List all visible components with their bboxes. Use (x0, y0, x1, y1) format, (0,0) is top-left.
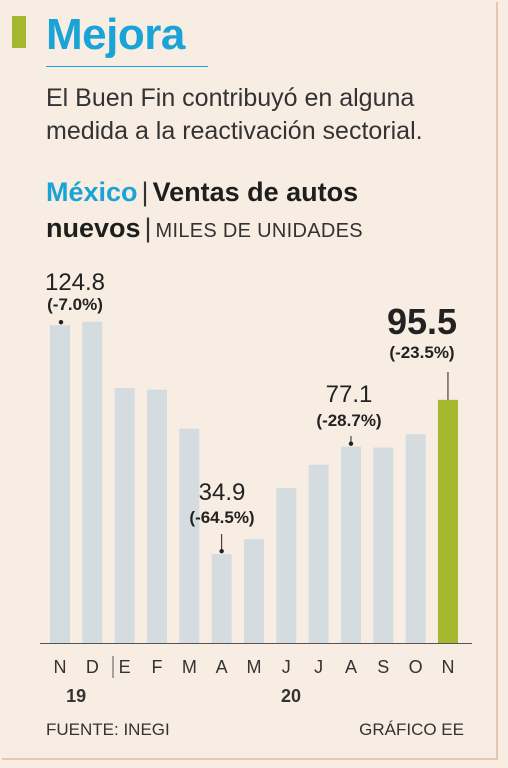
source-note: FUENTE: INEGI (46, 720, 170, 739)
bar (179, 428, 200, 643)
title-accent-bar (12, 16, 26, 48)
heading-separator: | (141, 177, 149, 207)
bar (437, 399, 458, 643)
x-tick-label: O (409, 657, 423, 677)
x-tick-label: J (314, 657, 323, 677)
graphic-frame (2, 2, 498, 760)
x-tick-label: N (54, 657, 67, 677)
x-tick-label: A (216, 657, 228, 677)
bar (114, 388, 135, 643)
chart-heading-part2: nuevos (46, 213, 141, 243)
data-label-value: 77.1 (326, 381, 373, 408)
data-label-change: (-28.7%) (316, 411, 381, 430)
data-label-value: 124.8 (45, 269, 105, 296)
bar (211, 554, 232, 643)
chart-heading-country: México (46, 177, 138, 207)
data-label-value: 95.5 (387, 301, 457, 342)
bar (405, 434, 426, 643)
graphic-credit: GRÁFICO EE (359, 720, 464, 739)
bar (146, 389, 167, 643)
chart-heading-part1: Ventas de autos (152, 177, 359, 207)
bar (243, 539, 264, 643)
bar (308, 464, 329, 643)
x-tick-label: D (86, 657, 99, 677)
x-tick-label: J (282, 657, 291, 677)
data-label-change: (-64.5%) (189, 508, 254, 527)
x-tick-label: E (119, 657, 131, 677)
title-underline (46, 66, 208, 67)
x-tick-label: M (246, 657, 261, 677)
x-tick-label: S (377, 657, 389, 677)
bar (340, 446, 361, 643)
year-label: 19 (66, 686, 86, 706)
heading-separator-2: | (144, 213, 152, 243)
leader-dot (348, 441, 354, 446)
bar (276, 487, 297, 643)
x-tick-label: A (345, 657, 357, 677)
x-tick-label: N (441, 657, 454, 677)
chart-heading: México | Ventas de autos nuevos | MILES DE U… (46, 174, 496, 249)
subtitle: El Buen Fin contribuyó en alguna medida … (46, 84, 423, 145)
data-label-value: 34.9 (199, 479, 246, 506)
page-title: Mejora (46, 10, 185, 59)
year-label: 20 (281, 686, 301, 706)
x-tick-label: F (151, 657, 162, 677)
data-label-change: (-7.0%) (47, 295, 103, 314)
leader-dot (219, 548, 224, 554)
chart-heading-unit: MILES DE UNIDADES (155, 220, 363, 242)
bar (50, 325, 70, 643)
bar (373, 447, 394, 643)
data-label-change: (-23.5%) (389, 343, 454, 362)
bar (82, 321, 103, 643)
leader-dot (58, 320, 64, 325)
x-tick-label: M (182, 657, 197, 677)
